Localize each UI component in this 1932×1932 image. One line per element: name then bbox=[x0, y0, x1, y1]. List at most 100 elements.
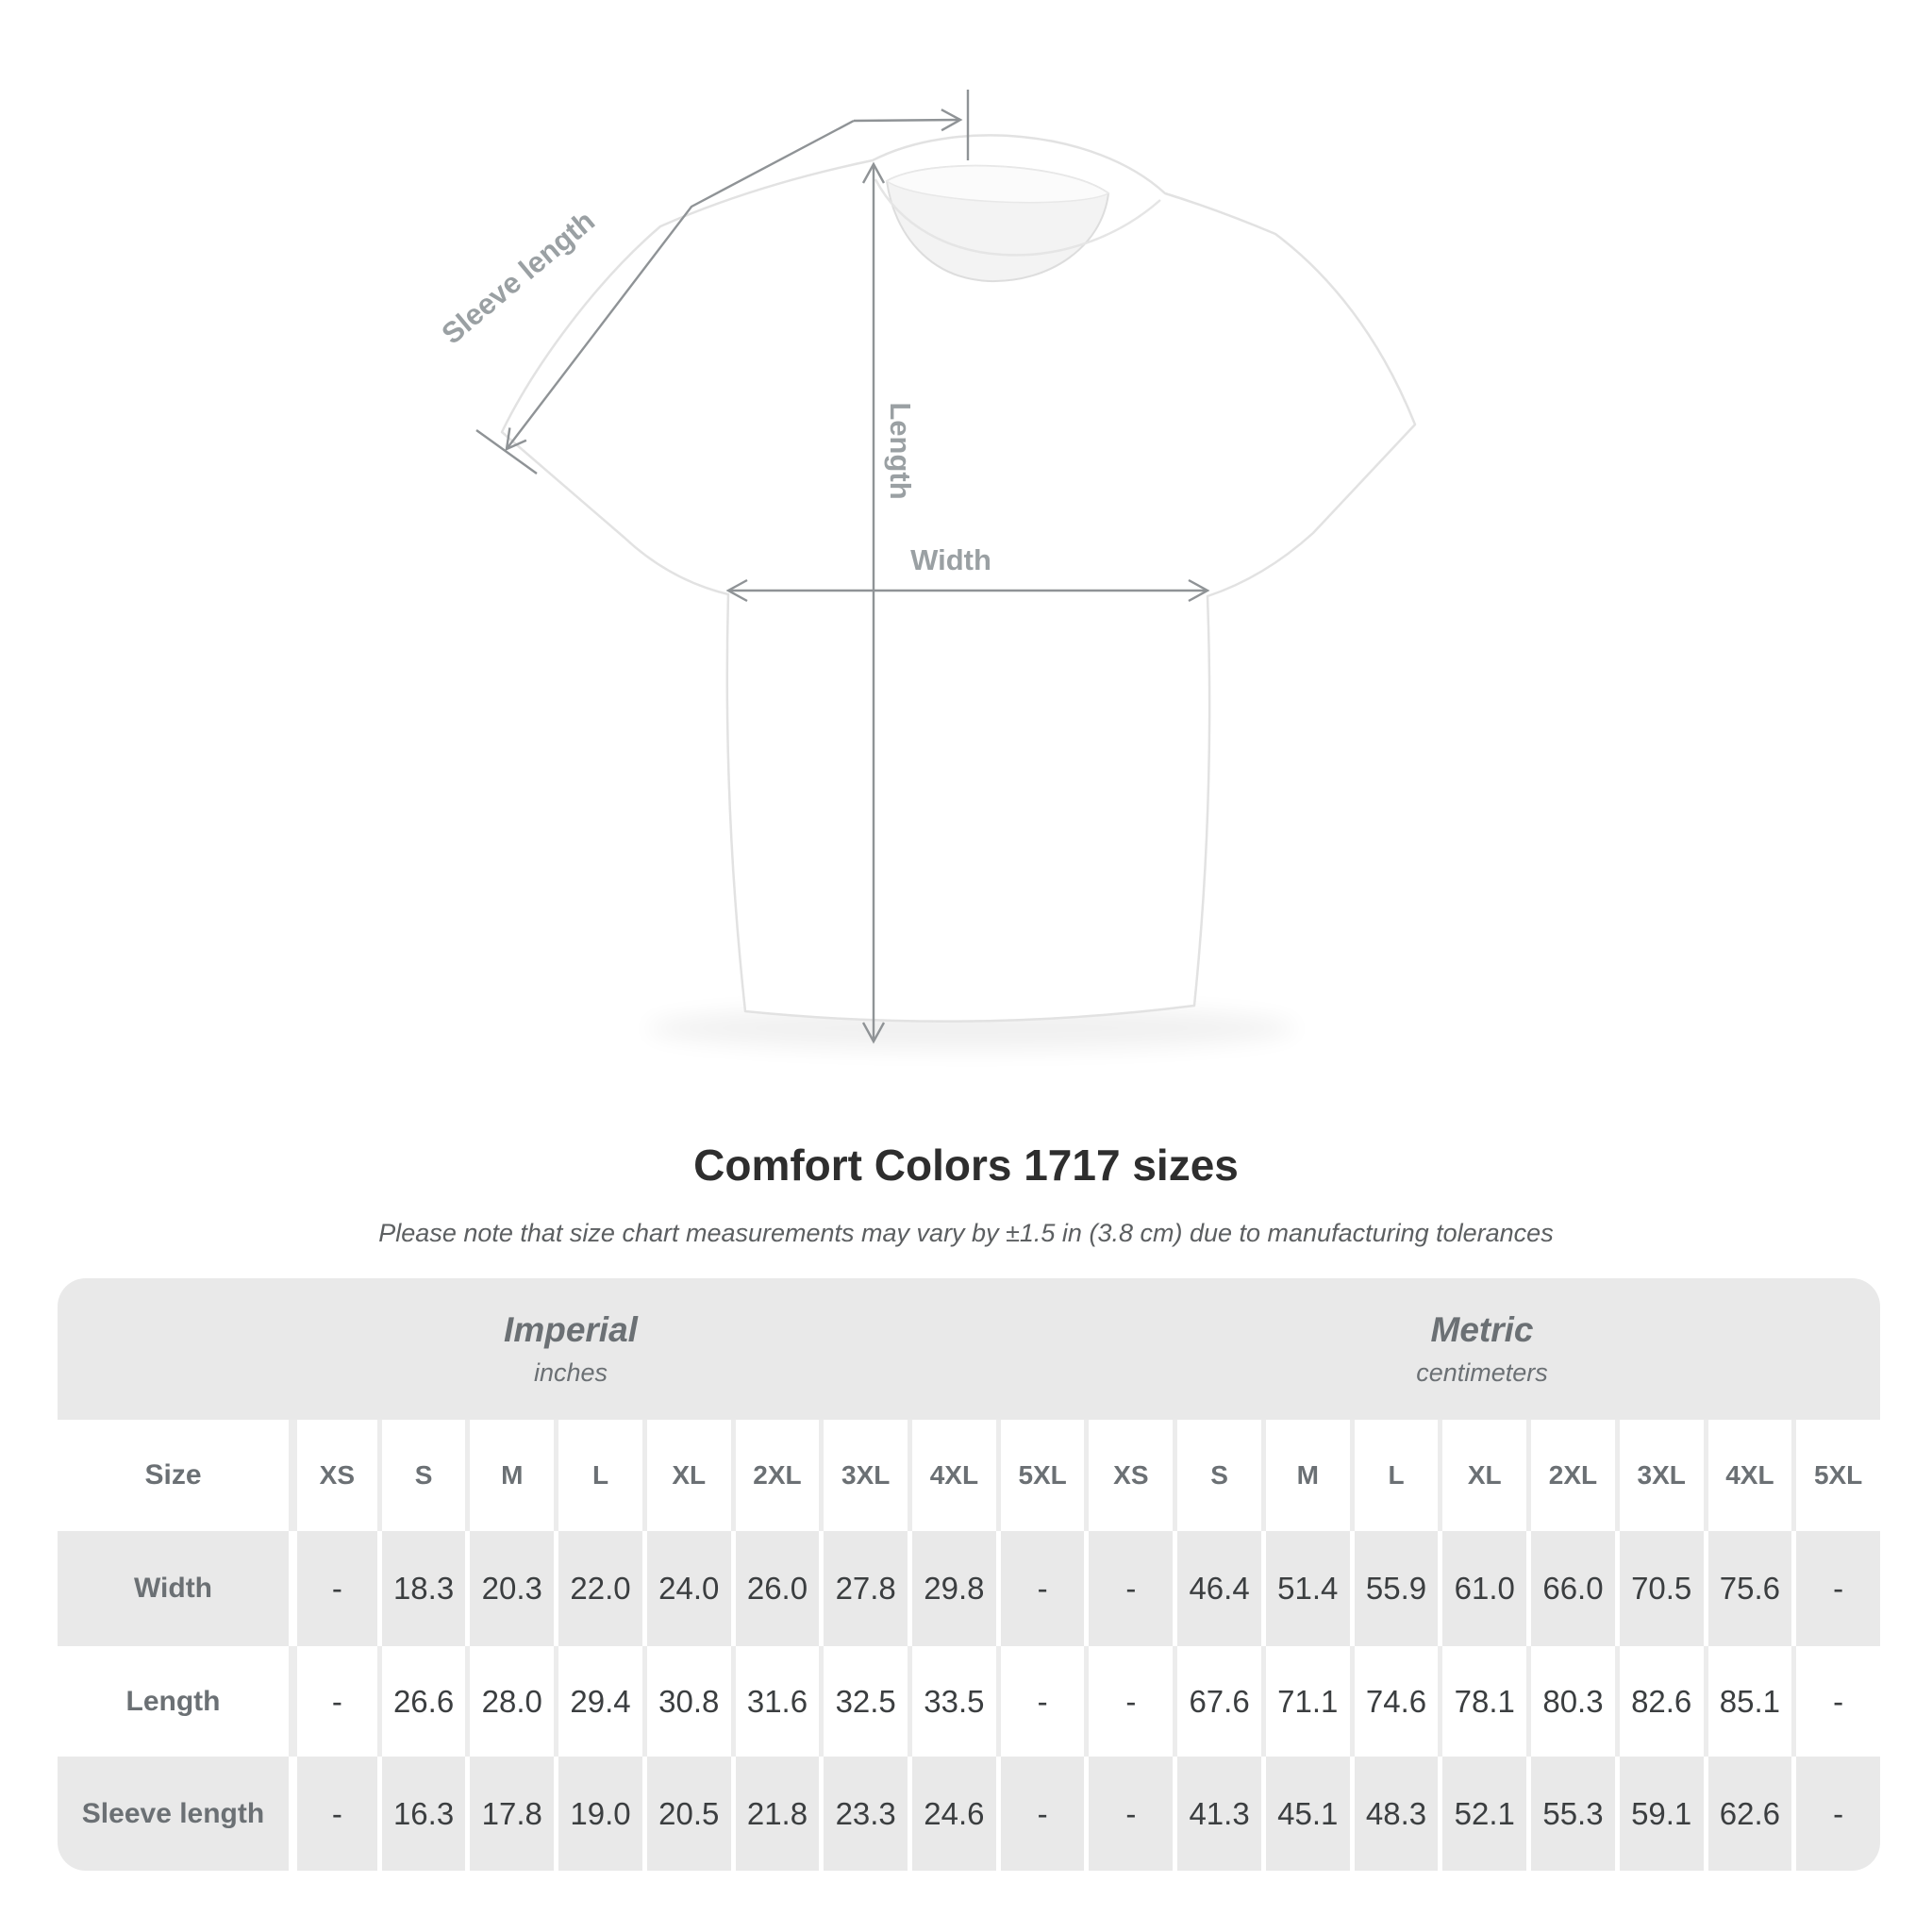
value-cell-imperial: 18.3 bbox=[376, 1531, 466, 1646]
value-cell-metric: 85.1 bbox=[1703, 1646, 1792, 1757]
size-col-metric-s: S bbox=[1173, 1420, 1261, 1531]
tolerance-note: Please note that size chart measurements… bbox=[378, 1219, 1554, 1247]
value-cell-metric: - bbox=[1084, 1531, 1173, 1646]
size-col-metric-3xl: 3XL bbox=[1614, 1420, 1704, 1531]
size-col-metric-2xl: 2XL bbox=[1526, 1420, 1615, 1531]
metric-heading: Metric bbox=[1430, 1310, 1534, 1349]
size-col-metric-4xl: 4XL bbox=[1703, 1420, 1792, 1531]
row-label: Width bbox=[133, 1573, 213, 1604]
sleeve-hem-tick bbox=[475, 429, 538, 475]
value-cell-imperial: 19.0 bbox=[554, 1757, 642, 1871]
value-cell-metric: 62.6 bbox=[1703, 1757, 1792, 1871]
value-cell-metric: 78.1 bbox=[1438, 1646, 1526, 1757]
value-cell-metric: 67.6 bbox=[1173, 1646, 1261, 1757]
value-cell-metric: 75.6 bbox=[1703, 1531, 1792, 1646]
table-row-length: Length -26.6 28.0 29.4 30.8 31.6 32.5 33.5- -67… bbox=[58, 1646, 1880, 1757]
size-col-imperial-l: L bbox=[554, 1420, 642, 1531]
value-cell-metric: 55.9 bbox=[1349, 1531, 1439, 1646]
page-title: Comfort Colors 1717 sizes bbox=[693, 1141, 1239, 1190]
unit-group-metric: Metric centimeters bbox=[1084, 1278, 1880, 1420]
value-cell-metric: 66.0 bbox=[1526, 1531, 1615, 1646]
value-cell-metric: 46.4 bbox=[1173, 1531, 1261, 1646]
size-col-metric-m: M bbox=[1260, 1420, 1350, 1531]
value-cell-imperial: 28.0 bbox=[465, 1646, 554, 1757]
value-cell-metric: 48.3 bbox=[1349, 1757, 1439, 1871]
value-cell-imperial: 20.3 bbox=[465, 1531, 554, 1646]
unit-group-imperial: Imperial inches bbox=[58, 1278, 1084, 1420]
value-cell-imperial: 20.5 bbox=[641, 1757, 731, 1871]
size-corner-label: Size bbox=[144, 1459, 202, 1491]
value-cell-imperial: 33.5 bbox=[908, 1646, 996, 1757]
size-header-row: Size XS S M L XL 2XL 3XL 4XL 5XL XS S M L XL 2XL 3XL 4XL… bbox=[58, 1420, 1880, 1531]
value-cell-imperial: 17.8 bbox=[465, 1757, 554, 1871]
length-label: Length bbox=[884, 402, 917, 499]
value-cell-imperial: - bbox=[289, 1646, 377, 1757]
collar-inner-band bbox=[885, 165, 1110, 204]
collar-seam bbox=[874, 178, 1161, 257]
value-cell-imperial: - bbox=[995, 1646, 1085, 1757]
size-col-imperial-xl: XL bbox=[641, 1420, 731, 1531]
sleeve-length-arrow bbox=[505, 119, 855, 451]
value-cell-metric: - bbox=[1791, 1646, 1880, 1757]
value-cell-imperial: 16.3 bbox=[376, 1757, 466, 1871]
table-row-sleeve-length: Sleeve length -16.3 17.8 19.0 20.5 21.8 23.3 2… bbox=[58, 1757, 1880, 1871]
value-cell-imperial: 27.8 bbox=[819, 1531, 908, 1646]
value-cell-imperial: 24.6 bbox=[908, 1757, 996, 1871]
width-label: Width bbox=[910, 543, 991, 576]
value-cell-metric: - bbox=[1791, 1757, 1880, 1871]
value-cell-metric: 74.6 bbox=[1349, 1646, 1439, 1757]
metric-unit: centimeters bbox=[1416, 1358, 1548, 1387]
size-col-imperial-m: M bbox=[465, 1420, 554, 1531]
value-cell-imperial: 29.4 bbox=[554, 1646, 642, 1757]
value-cell-imperial: 26.6 bbox=[376, 1646, 466, 1757]
tshirt-graphic bbox=[500, 134, 1417, 1023]
imperial-heading: Imperial bbox=[504, 1310, 638, 1349]
value-cell-imperial: 26.0 bbox=[730, 1531, 820, 1646]
size-col-imperial-s: S bbox=[376, 1420, 466, 1531]
row-label: Sleeve length bbox=[81, 1797, 265, 1829]
value-cell-imperial: 31.6 bbox=[730, 1646, 820, 1757]
table-row-width: Width -18.3 20.3 22.0 24.0 26.0 27.8 29.8- -46.… bbox=[58, 1531, 1880, 1646]
value-cell-imperial: 29.8 bbox=[908, 1531, 996, 1646]
size-col-imperial-xs: XS bbox=[289, 1420, 377, 1531]
value-cell-imperial: - bbox=[289, 1531, 377, 1646]
value-cell-imperial: 30.8 bbox=[641, 1646, 731, 1757]
size-col-metric-l: L bbox=[1349, 1420, 1439, 1531]
row-label: Length bbox=[125, 1685, 221, 1717]
size-col-metric-xl: XL bbox=[1438, 1420, 1526, 1531]
value-cell-imperial: 21.8 bbox=[730, 1757, 820, 1871]
value-cell-metric: 52.1 bbox=[1438, 1757, 1526, 1871]
value-cell-imperial: 24.0 bbox=[641, 1531, 731, 1646]
size-col-imperial-4xl: 4XL bbox=[908, 1420, 996, 1531]
value-cell-metric: - bbox=[1791, 1531, 1880, 1646]
size-col-imperial-2xl: 2XL bbox=[730, 1420, 820, 1531]
size-col-imperial-3xl: 3XL bbox=[819, 1420, 908, 1531]
value-cell-metric: 45.1 bbox=[1260, 1757, 1350, 1871]
size-col-metric-xs: XS bbox=[1084, 1420, 1173, 1531]
value-cell-metric: 41.3 bbox=[1173, 1757, 1261, 1871]
value-cell-imperial: 23.3 bbox=[819, 1757, 908, 1871]
value-cell-metric: 80.3 bbox=[1526, 1646, 1615, 1757]
size-col-imperial-5xl: 5XL bbox=[995, 1420, 1085, 1531]
size-col-metric-5xl: 5XL bbox=[1791, 1420, 1880, 1531]
imperial-unit: inches bbox=[533, 1358, 608, 1387]
tshirt-measurement-diagram: Sleeve length Length Width bbox=[435, 90, 1417, 1050]
value-cell-imperial: 32.5 bbox=[819, 1646, 908, 1757]
value-cell-metric: 61.0 bbox=[1438, 1531, 1526, 1646]
value-cell-imperial: - bbox=[289, 1757, 377, 1871]
value-cell-imperial: - bbox=[995, 1757, 1085, 1871]
value-cell-imperial: 22.0 bbox=[554, 1531, 642, 1646]
value-cell-metric: - bbox=[1084, 1757, 1173, 1871]
value-cell-metric: 82.6 bbox=[1614, 1646, 1704, 1757]
unit-header-row: Imperial inches Metric centimeters bbox=[58, 1278, 1880, 1420]
size-table: Imperial inches Metric centimeters Size … bbox=[58, 1278, 1880, 1871]
value-cell-metric: 59.1 bbox=[1614, 1757, 1704, 1871]
sleeve-length-extension-line bbox=[853, 108, 963, 132]
value-cell-metric: 55.3 bbox=[1526, 1757, 1615, 1871]
value-cell-metric: 51.4 bbox=[1260, 1531, 1350, 1646]
value-cell-imperial: - bbox=[995, 1531, 1085, 1646]
value-cell-metric: 70.5 bbox=[1614, 1531, 1704, 1646]
value-cell-metric: 71.1 bbox=[1260, 1646, 1350, 1757]
value-cell-metric: - bbox=[1084, 1646, 1173, 1757]
